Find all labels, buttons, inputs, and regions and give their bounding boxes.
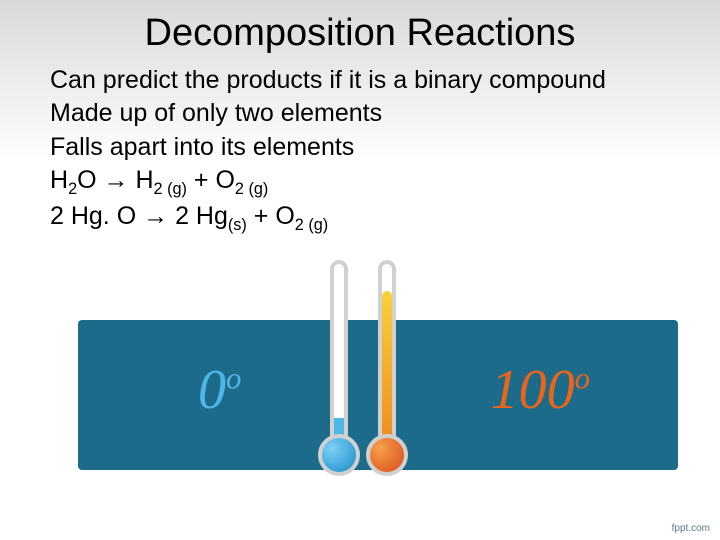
line-3: Falls apart into its elements: [50, 132, 670, 163]
thermometer-banner: 0o 100o: [78, 320, 678, 470]
body-text: Can predict the products if it is a bina…: [0, 55, 720, 235]
thermometer-hot-bulb: [366, 434, 408, 476]
footer-attribution: fppt.com: [672, 523, 710, 534]
thermometer-hot: [378, 260, 396, 450]
thermometer-cold-bulb: [318, 434, 360, 476]
temp-label-cold: 0o: [198, 358, 241, 422]
line-2: Made up of only two elements: [50, 98, 670, 129]
thermometer-cold: [330, 260, 348, 450]
equation-1: H2O → H2 (g) + O2 (g): [50, 165, 670, 199]
equation-2: 2 Hg. O → 2 Hg(s) + O2 (g): [50, 201, 670, 235]
thermometer-hot-fill: [382, 291, 392, 446]
temp-label-hot: 100o: [491, 358, 590, 422]
line-1: Can predict the products if it is a bina…: [50, 65, 670, 96]
slide-title: Decomposition Reactions: [0, 0, 720, 55]
